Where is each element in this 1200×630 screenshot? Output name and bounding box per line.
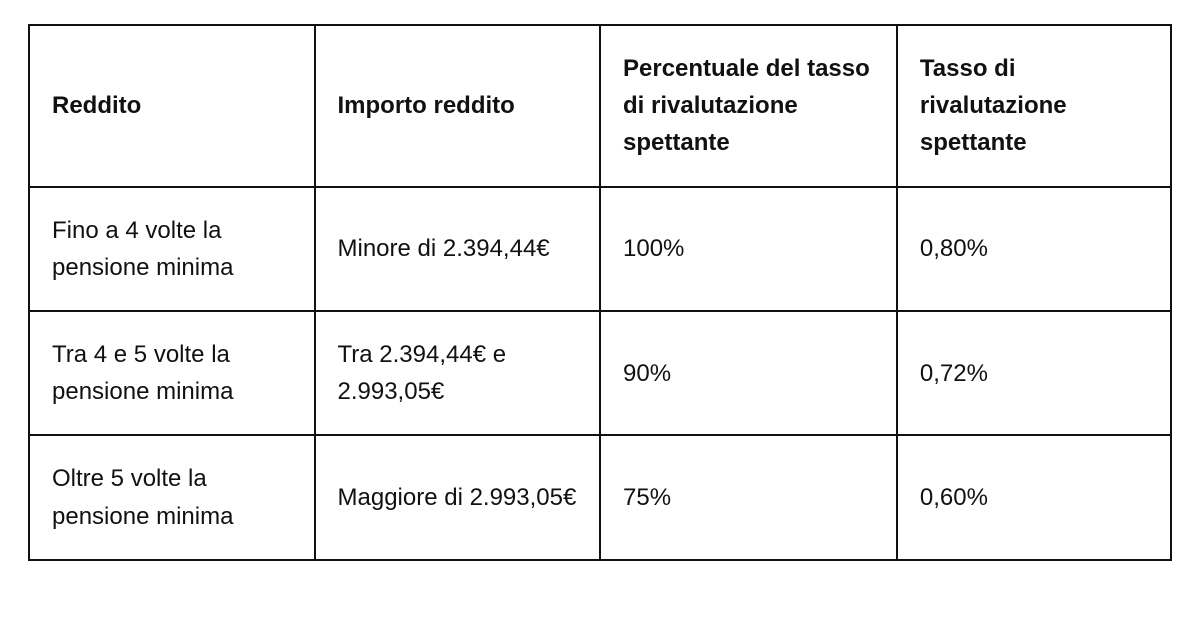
col-header-percentuale: Percentuale del tasso di rivalutazione s… bbox=[600, 25, 897, 187]
cell-tasso: 0,80% bbox=[897, 187, 1171, 311]
table-row: Oltre 5 volte la pensione minima Maggior… bbox=[29, 435, 1171, 559]
cell-tasso: 0,72% bbox=[897, 311, 1171, 435]
col-header-reddito: Reddito bbox=[29, 25, 315, 187]
cell-reddito: Tra 4 e 5 volte la pensione minima bbox=[29, 311, 315, 435]
table-header: Reddito Importo reddito Percentuale del … bbox=[29, 25, 1171, 187]
cell-tasso: 0,60% bbox=[897, 435, 1171, 559]
cell-importo: Minore di 2.394,44€ bbox=[315, 187, 601, 311]
cell-importo: Maggiore di 2.993,05€ bbox=[315, 435, 601, 559]
cell-reddito: Oltre 5 volte la pensione minima bbox=[29, 435, 315, 559]
col-header-importo: Importo reddito bbox=[315, 25, 601, 187]
col-header-tasso: Tasso di rivalutazione spettante bbox=[897, 25, 1171, 187]
rivalutazione-table: Reddito Importo reddito Percentuale del … bbox=[28, 24, 1172, 561]
table-container: Reddito Importo reddito Percentuale del … bbox=[0, 0, 1200, 585]
table-header-row: Reddito Importo reddito Percentuale del … bbox=[29, 25, 1171, 187]
table-row: Tra 4 e 5 volte la pensione minima Tra 2… bbox=[29, 311, 1171, 435]
cell-importo: Tra 2.394,44€ e 2.993,05€ bbox=[315, 311, 601, 435]
table-body: Fino a 4 volte la pensione minima Minore… bbox=[29, 187, 1171, 560]
table-row: Fino a 4 volte la pensione minima Minore… bbox=[29, 187, 1171, 311]
cell-percentuale: 100% bbox=[600, 187, 897, 311]
cell-percentuale: 75% bbox=[600, 435, 897, 559]
cell-percentuale: 90% bbox=[600, 311, 897, 435]
cell-reddito: Fino a 4 volte la pensione minima bbox=[29, 187, 315, 311]
